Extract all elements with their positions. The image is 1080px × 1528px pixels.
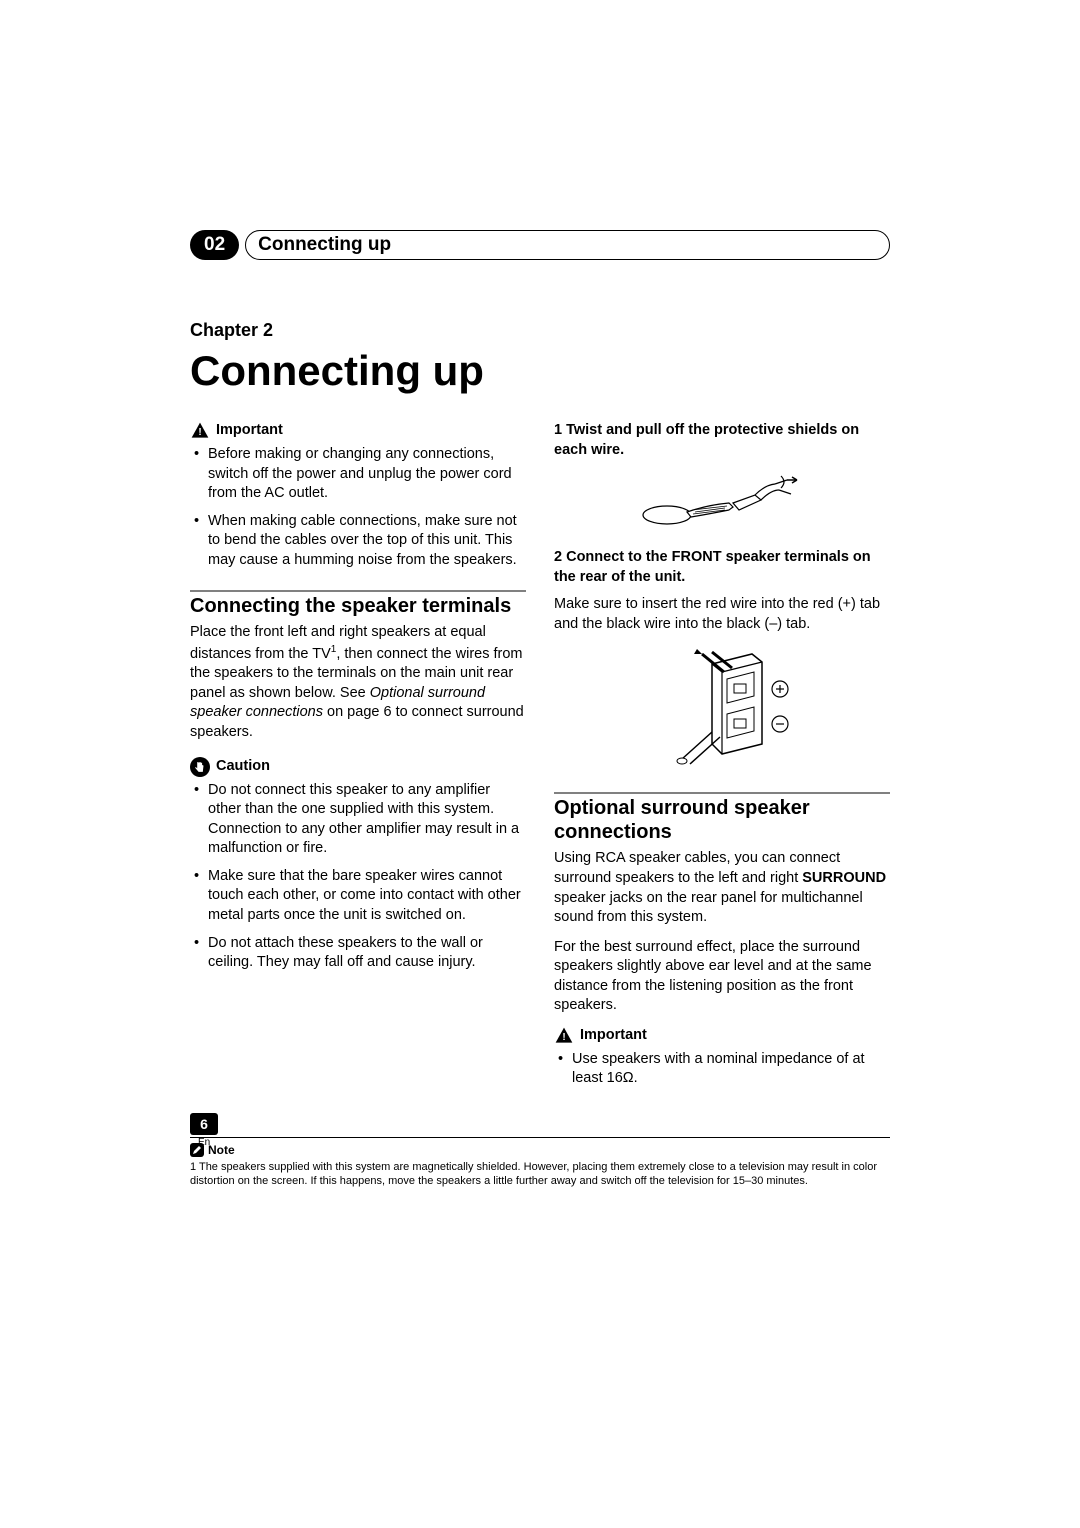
section-heading-speaker-terminals: Connecting the speaker terminals xyxy=(190,594,526,618)
svg-text:!: ! xyxy=(562,1032,565,1043)
page-footer: 6 En xyxy=(190,1113,218,1148)
list-item: Do not connect this speaker to any ampli… xyxy=(194,781,526,859)
list-item: Make sure that the bare speaker wires ca… xyxy=(194,867,526,926)
page-number: 6 xyxy=(190,1113,218,1135)
list-item: When making cable connections, make sure… xyxy=(194,512,526,571)
step-1-heading: 1 Twist and pull off the protective shie… xyxy=(554,421,890,460)
important-callout: ! Important xyxy=(554,1026,890,1046)
body-paragraph: For the best surround effect, place the … xyxy=(554,938,890,1016)
important-label: Important xyxy=(580,1026,647,1046)
section-heading-optional-surround: Optional surround speaker connections xyxy=(554,796,890,844)
svg-text:!: ! xyxy=(198,427,201,438)
caution-hand-icon xyxy=(190,757,210,777)
list-item: Do not attach these speakers to the wall… xyxy=(194,934,526,973)
chapter-label: Chapter 2 xyxy=(190,320,890,341)
wire-shield-diagram xyxy=(554,470,890,530)
list-item: Before making or changing any connection… xyxy=(194,445,526,504)
terminal-diagram xyxy=(554,644,890,774)
caution-callout: Caution xyxy=(190,757,526,777)
important-callout: ! Important xyxy=(190,421,526,441)
left-column: ! Important Before making or changing an… xyxy=(190,421,526,1109)
step-2-body: Make sure to insert the red wire into th… xyxy=(554,595,890,634)
chapter-header: 02 Connecting up xyxy=(190,230,890,260)
caution-label: Caution xyxy=(216,757,270,777)
caution-list: Do not connect this speaker to any ampli… xyxy=(190,781,526,973)
warning-triangle-icon: ! xyxy=(190,421,210,441)
step-2-heading: 2 Connect to the FRONT speaker terminals… xyxy=(554,548,890,587)
important-list: Use speakers with a nominal impedance of… xyxy=(554,1050,890,1089)
body-paragraph: Place the front left and right speakers … xyxy=(190,623,526,742)
chapter-number-badge: 02 xyxy=(190,230,239,260)
header-title: Connecting up xyxy=(258,234,391,256)
footnote-section: Note 1 The speakers supplied with this s… xyxy=(190,1137,890,1189)
page-language: En xyxy=(190,1137,218,1148)
right-column: 1 Twist and pull off the protective shie… xyxy=(554,421,890,1109)
important-label: Important xyxy=(216,421,283,441)
note-divider xyxy=(190,1137,890,1138)
body-paragraph: Using RCA speaker cables, you can connec… xyxy=(554,849,890,927)
header-title-pill: Connecting up xyxy=(245,230,890,260)
list-item: Use speakers with a nominal impedance of… xyxy=(558,1050,890,1089)
important-list: Before making or changing any connection… xyxy=(190,445,526,570)
section-divider xyxy=(190,590,526,592)
note-text: 1 The speakers supplied with this system… xyxy=(190,1160,890,1189)
section-divider xyxy=(554,792,890,794)
page-title: Connecting up xyxy=(190,347,890,395)
content-columns: ! Important Before making or changing an… xyxy=(190,421,890,1109)
warning-triangle-icon: ! xyxy=(554,1026,574,1046)
